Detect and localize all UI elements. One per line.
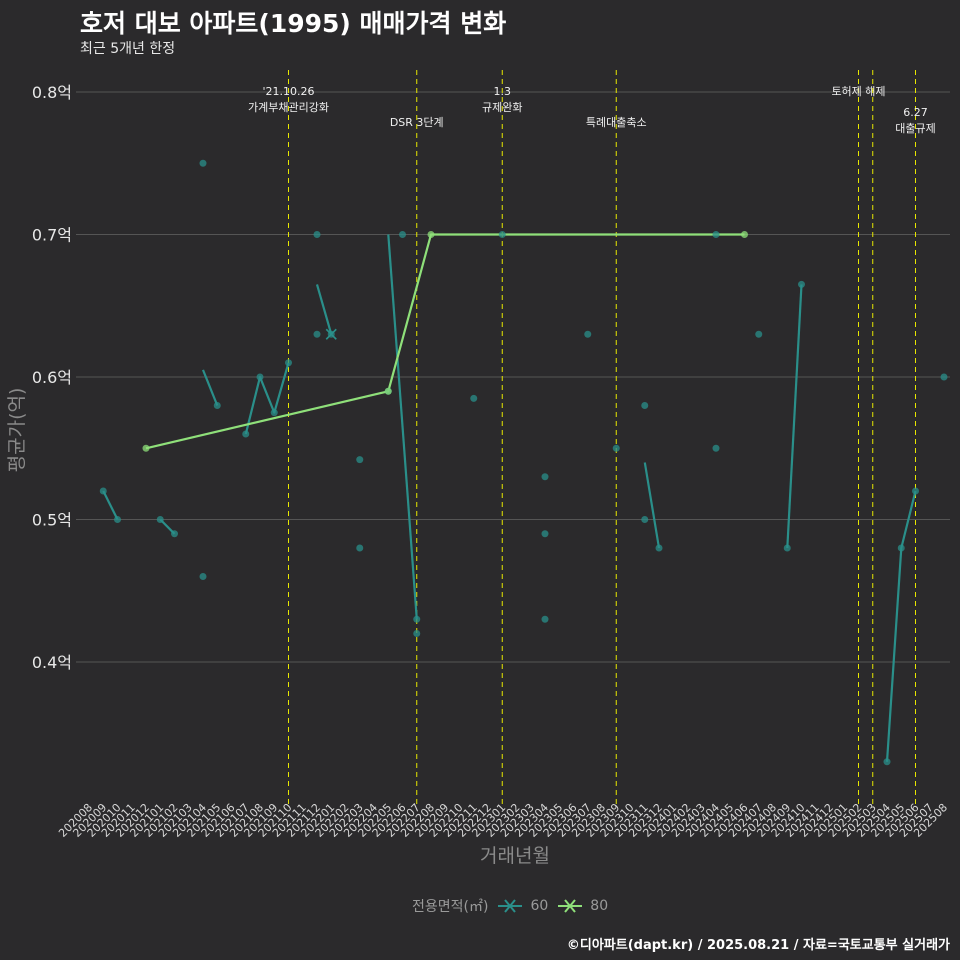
data-point-80 bbox=[427, 231, 435, 238]
series-line-60 bbox=[643, 462, 661, 549]
legend: 전용면적(㎡) 60 80 bbox=[412, 896, 608, 916]
series-line-60 bbox=[102, 490, 119, 520]
legend-item-60: 60 bbox=[496, 897, 548, 915]
legend-swatch-80 bbox=[558, 899, 583, 913]
data-point-60 bbox=[270, 409, 278, 417]
event-label: 가계부채관리강화 bbox=[248, 101, 329, 114]
data-point-60 bbox=[242, 430, 250, 438]
data-point-60 bbox=[498, 231, 506, 238]
series-line-60 bbox=[315, 284, 333, 335]
data-point-60 bbox=[755, 330, 763, 338]
event-label: 토허제 해제 bbox=[831, 84, 885, 98]
data-point-60 bbox=[584, 330, 592, 338]
data-point-marker bbox=[325, 328, 337, 340]
grid-lines bbox=[76, 91, 950, 663]
data-point-60 bbox=[912, 487, 919, 495]
data-point-60 bbox=[213, 402, 221, 409]
data-point-60 bbox=[199, 573, 207, 580]
y-tick-label: 0.4억 bbox=[32, 653, 72, 672]
event-label: DSR 3단계 bbox=[390, 116, 444, 129]
data-point-60 bbox=[156, 516, 164, 523]
series-line-60 bbox=[885, 490, 917, 762]
data-point-60 bbox=[712, 444, 720, 452]
data-point-60 bbox=[641, 516, 649, 523]
y-tick-label: 0.8억 bbox=[32, 83, 72, 102]
data-point-60 bbox=[641, 402, 649, 409]
data-point-60 bbox=[413, 630, 421, 637]
chart-title: 호저 대보 아파트(1995) 매매가격 변화 bbox=[80, 9, 507, 38]
y-tick-label: 0.6억 bbox=[32, 368, 72, 387]
data-point-60 bbox=[712, 231, 720, 238]
event-label: 6.27 bbox=[903, 106, 928, 119]
x-axis: 2020082020092020102020112020122021012021… bbox=[56, 801, 950, 840]
data-point-60 bbox=[99, 487, 107, 495]
data-point-60 bbox=[313, 330, 321, 338]
data-point-60 bbox=[897, 544, 905, 552]
data-point-60 bbox=[940, 373, 948, 381]
event-label: 특례대출축소 bbox=[586, 116, 647, 129]
data-point-60 bbox=[199, 159, 207, 167]
y-tick-label: 0.7억 bbox=[32, 226, 72, 245]
data-point-60 bbox=[541, 530, 549, 538]
y-axis-label: 평균가(억) bbox=[6, 388, 28, 473]
data-point-80 bbox=[142, 444, 150, 452]
data-point-60 bbox=[798, 280, 805, 288]
series-line-60 bbox=[387, 234, 418, 620]
series-points bbox=[99, 159, 948, 766]
x-axis-label: 거래년월 bbox=[480, 845, 550, 867]
series-lines bbox=[102, 233, 917, 762]
data-point-60 bbox=[612, 444, 620, 452]
data-point-60 bbox=[114, 516, 121, 523]
data-point-60 bbox=[883, 758, 891, 766]
y-tick-label: 0.5억 bbox=[32, 511, 72, 530]
series-line-60 bbox=[201, 369, 219, 406]
event-label: '21.10.26 bbox=[262, 85, 314, 98]
data-point-60 bbox=[783, 544, 791, 552]
data-point-60 bbox=[413, 615, 421, 623]
data-point-60 bbox=[256, 373, 264, 381]
data-point-60 bbox=[313, 231, 321, 238]
legend-swatch-60 bbox=[498, 899, 523, 913]
legend-title: 전용면적(㎡) bbox=[412, 899, 489, 915]
data-point-60 bbox=[285, 359, 292, 367]
data-point-80 bbox=[741, 231, 748, 238]
series-line-60 bbox=[786, 284, 803, 549]
source-caption: ©디아파트(dapt.kr) / 2025.08.21 / 자료=국토교통부 실… bbox=[566, 938, 950, 953]
legend-label-60: 60 bbox=[530, 898, 549, 914]
data-point-60 bbox=[541, 615, 549, 623]
data-point-80 bbox=[384, 387, 392, 395]
event-label: 1.3 bbox=[494, 85, 512, 98]
data-point-60 bbox=[171, 530, 178, 538]
data-point-60 bbox=[356, 544, 364, 552]
event-label: 규제완화 bbox=[482, 101, 522, 114]
y-axis: 0.4억 0.5억 0.6억 0.7억 0.8억 bbox=[32, 83, 72, 672]
series-line-60 bbox=[244, 362, 290, 435]
data-point-60 bbox=[399, 231, 406, 238]
series-line-80 bbox=[145, 233, 745, 450]
data-point-60 bbox=[655, 544, 663, 552]
data-point-60 bbox=[470, 394, 478, 402]
data-point-60 bbox=[356, 456, 364, 464]
chart-subtitle: 최근 5개년 한정 bbox=[80, 41, 176, 57]
data-point-60 bbox=[541, 473, 549, 481]
event-label: 대출규제 bbox=[895, 122, 935, 135]
legend-label-80: 80 bbox=[590, 898, 609, 914]
legend-item-80: 80 bbox=[556, 897, 608, 915]
